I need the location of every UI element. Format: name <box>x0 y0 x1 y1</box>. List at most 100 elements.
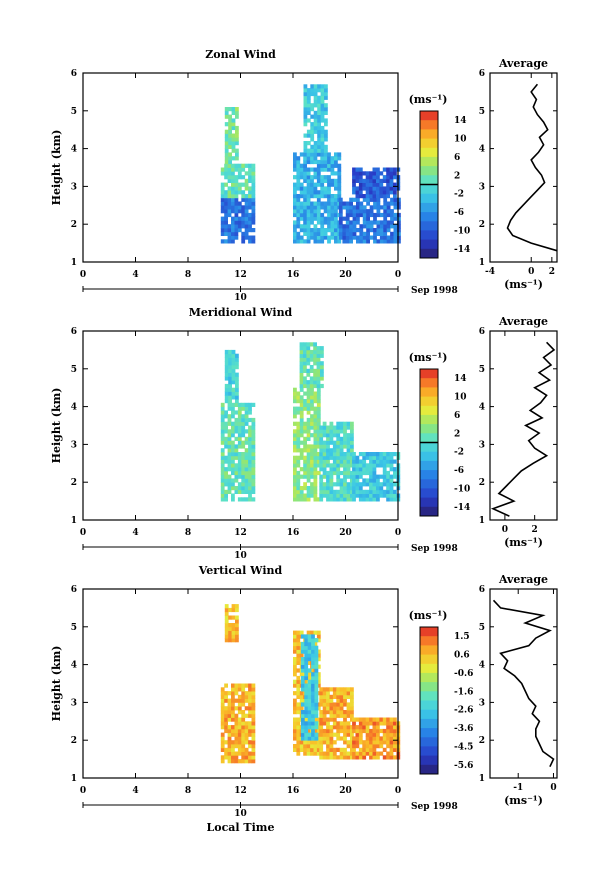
heatmap-cell <box>299 452 304 457</box>
heatmap-cell <box>234 186 239 191</box>
heatmap-cell <box>220 694 225 699</box>
heatmap-cell <box>319 744 324 749</box>
heatmap-cell <box>320 365 324 370</box>
heatmap-cell <box>311 649 315 654</box>
heatmap-cell <box>336 706 341 711</box>
heatmap-cell <box>386 182 390 187</box>
heatmap-cell <box>303 197 307 202</box>
heatmap-cell <box>332 717 337 722</box>
colorbar-tick-label: -2 <box>454 190 464 200</box>
heatmap-cell <box>326 440 330 445</box>
heatmap-cell <box>332 740 337 745</box>
heatmap-cell <box>241 224 246 229</box>
heatmap-cell <box>343 486 347 491</box>
heatmap-cell <box>332 497 337 502</box>
heatmap-cell <box>386 220 391 225</box>
heatmap-cell <box>323 216 328 221</box>
heatmap-cell <box>316 152 321 157</box>
heatmap-cell <box>326 459 330 464</box>
heatmap-cell <box>310 175 314 180</box>
heatmap-cell <box>309 357 314 362</box>
heatmap-cell <box>293 159 297 165</box>
heatmap-cell <box>336 489 341 494</box>
heatmap-cell <box>304 664 309 669</box>
heatmap-cell <box>316 209 321 214</box>
heatmap-cell <box>296 706 301 711</box>
heatmap-cell <box>299 467 304 472</box>
heatmap-cell <box>376 197 381 202</box>
heatmap-cell <box>296 448 301 453</box>
heatmap-cell <box>228 114 232 119</box>
heatmap-cell <box>241 163 246 168</box>
heatmap-cell <box>320 372 324 377</box>
heatmap-cell <box>241 444 246 449</box>
heatmap-cell <box>248 205 252 210</box>
heatmap-cell <box>296 717 301 722</box>
heatmap-cell <box>372 474 377 479</box>
heatmap-cell <box>339 448 344 453</box>
heatmap-cell <box>336 478 341 483</box>
heatmap-cell <box>313 186 318 191</box>
heatmap-cell <box>389 732 394 737</box>
heatmap-cell <box>224 122 229 127</box>
heatmap-cell <box>334 159 338 165</box>
heatmap-cell <box>306 220 311 225</box>
heatmap-cell <box>231 710 235 715</box>
heatmap-cell <box>390 235 394 240</box>
heatmap-cell <box>362 747 367 752</box>
heatmap-cell <box>224 349 229 355</box>
heatmap-cell <box>224 710 228 715</box>
heatmap-cell <box>355 717 360 722</box>
colorbar-band <box>420 396 438 407</box>
heatmap-cell <box>322 721 327 726</box>
heatmap-cell <box>241 747 246 752</box>
heatmap-cell <box>303 740 307 745</box>
heatmap-cell <box>224 228 228 233</box>
heatmap-cell <box>336 455 341 460</box>
heatmap-cell <box>303 463 307 468</box>
heatmap-cell <box>237 417 242 423</box>
x-tick-label: 0 <box>80 270 86 280</box>
heatmap-cell <box>352 717 356 722</box>
heatmap-cell <box>235 133 239 138</box>
heatmap-cell <box>376 220 381 225</box>
heatmap-cell <box>324 91 328 97</box>
heatmap-cell <box>343 717 347 722</box>
heatmap-cell <box>382 455 387 460</box>
heatmap-cell <box>379 224 384 229</box>
heatmap-cell <box>293 706 297 711</box>
heatmap-cell <box>231 410 235 415</box>
colorbar-tick-label: -14 <box>454 503 470 513</box>
heatmap-cell <box>248 406 252 411</box>
heatmap-cell <box>299 368 304 373</box>
heatmap-cell <box>231 440 235 445</box>
heatmap-cell <box>326 747 330 752</box>
heatmap-cell <box>326 751 330 756</box>
heatmap-cell <box>237 402 242 407</box>
heatmap-cell <box>320 175 325 180</box>
heatmap-cell <box>224 133 229 138</box>
heatmap-cell <box>362 755 367 760</box>
heatmap-cell <box>322 493 327 498</box>
heatmap-cell <box>296 239 301 244</box>
heatmap-cell <box>349 201 353 206</box>
heatmap-cell <box>296 744 301 749</box>
colorbar-band <box>420 470 438 480</box>
heatmap-cell <box>304 736 309 741</box>
heatmap-cell <box>251 178 256 183</box>
heatmap-cell <box>299 747 304 752</box>
heatmap-cell <box>227 171 232 176</box>
heatmap-cell <box>306 171 311 176</box>
heatmap-cell <box>350 486 354 491</box>
heatmap-cell <box>296 201 301 206</box>
heatmap-cell <box>231 365 236 370</box>
heatmap-cell <box>352 725 356 730</box>
heatmap-cell <box>320 346 324 351</box>
heatmap-cell <box>310 452 314 457</box>
heatmap-cell <box>352 205 357 210</box>
heatmap-cell <box>293 433 297 438</box>
heatmap-cell <box>251 216 256 221</box>
heatmap-cell <box>393 497 397 502</box>
heatmap-cell <box>224 482 228 487</box>
heatmap-cell <box>303 114 308 119</box>
